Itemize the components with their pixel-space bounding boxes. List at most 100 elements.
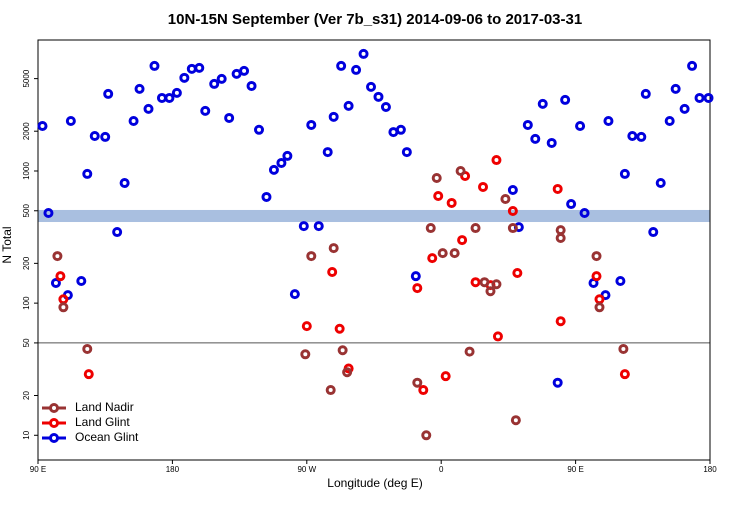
legend-marker <box>49 433 59 443</box>
point <box>457 235 468 246</box>
point <box>358 48 369 59</box>
point <box>412 377 423 388</box>
point <box>76 276 87 287</box>
point <box>112 227 123 238</box>
y-tick-label: 2000 <box>22 122 31 140</box>
point <box>119 178 130 189</box>
point <box>351 64 362 75</box>
point <box>530 133 541 144</box>
y-tick-label: 20 <box>22 391 31 400</box>
point <box>636 131 647 142</box>
y-tick-label: 1000 <box>22 162 31 180</box>
point <box>100 131 111 142</box>
point <box>103 88 114 99</box>
point <box>55 271 66 282</box>
point <box>491 155 502 166</box>
point <box>52 251 63 262</box>
point <box>437 248 448 259</box>
point <box>373 91 384 102</box>
point <box>507 184 518 195</box>
point <box>512 268 523 279</box>
point <box>171 87 182 98</box>
point <box>555 225 566 236</box>
point <box>327 267 338 278</box>
point <box>627 130 638 141</box>
point <box>343 100 354 111</box>
point <box>306 119 317 130</box>
legend-label: Land Nadir <box>75 400 134 414</box>
y-tick-label: 200 <box>22 256 31 270</box>
x-tick-label: 180 <box>166 465 180 474</box>
point <box>134 83 145 94</box>
point <box>322 147 333 158</box>
point <box>325 385 336 396</box>
legend-label: Land Glint <box>75 415 130 429</box>
point <box>703 92 714 103</box>
point <box>455 165 466 176</box>
point <box>594 302 605 313</box>
point <box>603 115 614 126</box>
x-tick-label: 180 <box>703 465 717 474</box>
point <box>298 221 309 232</box>
point <box>380 101 391 112</box>
point <box>328 243 339 254</box>
point <box>640 88 651 99</box>
point <box>164 92 175 103</box>
point <box>239 65 250 76</box>
point <box>446 197 457 208</box>
point <box>552 183 563 194</box>
x-axis-label: Longitude (deg E) <box>327 476 422 490</box>
point <box>313 221 324 232</box>
point <box>579 207 590 218</box>
point <box>418 385 429 396</box>
point <box>679 103 690 114</box>
point <box>268 164 279 175</box>
point <box>366 81 377 92</box>
point <box>209 78 220 89</box>
point <box>261 191 272 202</box>
point <box>566 199 577 210</box>
point <box>694 92 705 103</box>
point <box>328 111 339 122</box>
point <box>687 60 698 71</box>
point <box>412 283 423 294</box>
point <box>128 115 139 126</box>
point <box>619 369 630 380</box>
point <box>664 115 675 126</box>
point <box>591 251 602 262</box>
point <box>300 349 311 360</box>
point <box>485 286 496 297</box>
y-tick-label: 5000 <box>22 69 31 87</box>
point <box>522 119 533 130</box>
point <box>306 251 317 262</box>
point <box>336 60 347 71</box>
point <box>50 278 61 289</box>
legend-marker <box>49 418 59 428</box>
point <box>65 115 76 126</box>
y-tick-label: 100 <box>22 296 31 310</box>
point <box>464 346 475 357</box>
point <box>421 430 432 441</box>
point <box>440 371 451 382</box>
point <box>401 147 412 158</box>
point <box>615 276 626 287</box>
point <box>555 316 566 327</box>
point <box>342 367 353 378</box>
point <box>491 279 502 290</box>
point <box>648 227 659 238</box>
chart-title: 10N-15N September (Ver 7b_s31) 2014-09-0… <box>168 11 582 28</box>
point <box>575 120 586 131</box>
x-tick-label: 0 <box>439 465 444 474</box>
point <box>301 321 312 332</box>
point <box>216 73 227 84</box>
x-tick-label: 90 W <box>297 465 316 474</box>
point <box>289 289 300 300</box>
point <box>507 205 518 216</box>
band <box>38 209 710 223</box>
x-tick-label: 90 E <box>30 465 46 474</box>
point <box>246 80 257 91</box>
point <box>410 271 421 282</box>
point <box>507 223 518 234</box>
